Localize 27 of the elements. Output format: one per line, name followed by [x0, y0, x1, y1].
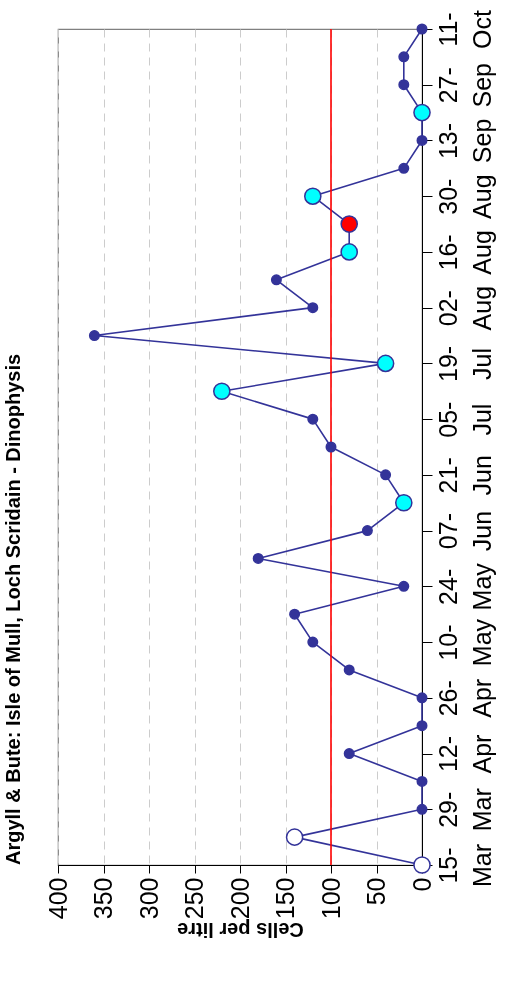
x-axis-title: Cells per litre	[177, 919, 304, 942]
text: Argyll & Bute: Isle of Mull, Loch Scridain - Dinophysis	[2, 353, 24, 865]
y-tick-label: 05- Jul	[433, 401, 496, 438]
x-tick-label: 100	[316, 877, 345, 920]
y-tick-label: 07- Jun	[433, 510, 496, 552]
x-tick-label: 200	[225, 877, 254, 920]
y-tick-label: 13- Sep	[433, 118, 496, 164]
y-tick-label: 24- May	[433, 562, 496, 611]
x-tick-label: 50	[362, 877, 390, 906]
y-tick-label: 19- Jul	[433, 345, 496, 382]
y-tick-label: 16- Aug	[433, 230, 496, 275]
x-tick-label: 0	[407, 877, 436, 892]
y-tick-label: 30- Aug	[433, 174, 496, 219]
y-tick-label: 12- Apr	[433, 734, 496, 774]
x-tick-label: 300	[134, 877, 163, 920]
y-tick-label: 21- Jun	[433, 455, 496, 496]
y-tick-label: 15- Mar	[433, 843, 496, 888]
x-tick-label: 400	[43, 877, 72, 920]
y-tick-label: 26- Apr	[433, 678, 496, 718]
x-tick-label: 150	[271, 877, 299, 920]
y-tick-label: 02- Aug	[433, 285, 496, 331]
x-tick-label: 250	[180, 877, 208, 920]
y-tick-label: 11- Oct	[433, 10, 496, 49]
x-tick-label: 350	[89, 877, 117, 920]
y-tick-label: 10- May	[433, 618, 496, 667]
y-tick-label: 27- Sep	[433, 62, 496, 108]
y-tick-label: 29- Mar	[433, 788, 496, 832]
